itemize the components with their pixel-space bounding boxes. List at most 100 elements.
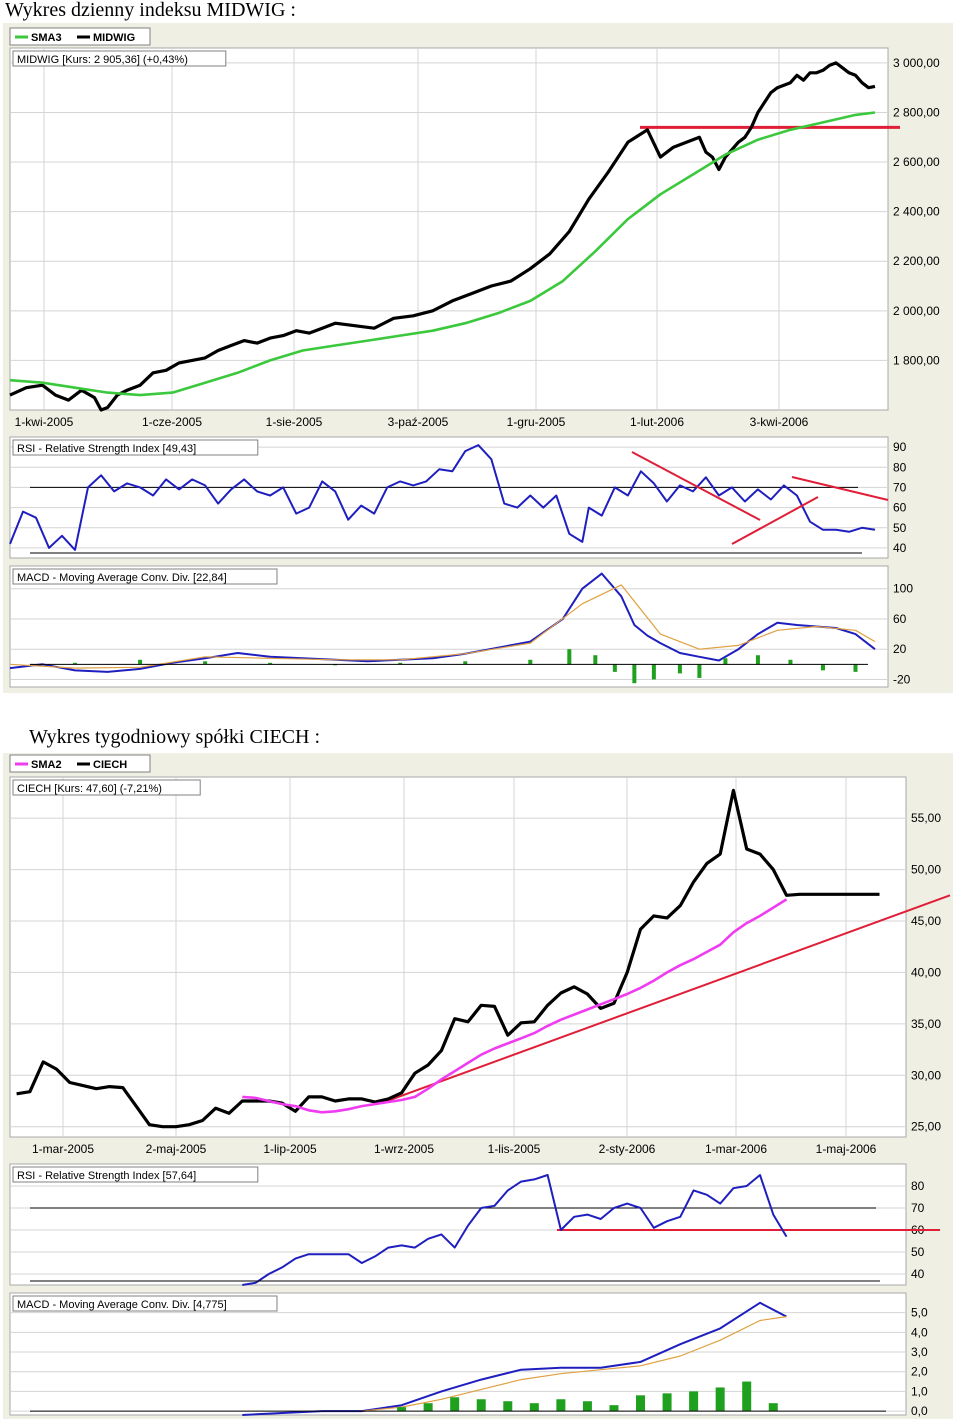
midwig-macd-histogram-bar	[203, 661, 208, 665]
ciech-price-xtick-label: 1-wrz-2005	[374, 1142, 434, 1156]
ciech-macd-histogram-bar	[423, 1403, 433, 1412]
ciech-price-xtick-label: 1-lip-2005	[263, 1142, 317, 1156]
ciech-price-ytick-label: 55,00	[911, 811, 941, 825]
ciech-macd-histogram-bar	[609, 1405, 619, 1412]
midwig-rsi-resistance-line	[791, 476, 889, 501]
ciech-rsi-rsi-line	[242, 1174, 788, 1286]
midwig-price-info-label: MIDWIG [Kurs: 2 905,36] (+0,43%)	[17, 54, 188, 66]
midwig-price-ytick-label: 2 200,00	[893, 254, 940, 268]
ciech-rsi-info-box	[12, 1166, 259, 1183]
ciech-price-sma2-line	[242, 898, 788, 1114]
ciech-price-ytick-label: 40,00	[911, 965, 941, 979]
ciech-price-xtick-label: 1-mar-2005	[32, 1142, 94, 1156]
ciech-macd-ytick-label: 2,0	[911, 1365, 928, 1379]
ciech-macd-histogram-bar	[768, 1403, 778, 1412]
ciech-macd-ytick-label: 1,0	[911, 1384, 928, 1398]
weekly-chart-heading: Wykres tygodniowy spółki CIECH :	[29, 726, 321, 748]
ciech-rsi-info-label: RSI - Relative Strength Index [57,64]	[17, 1170, 196, 1182]
midwig-price-sma3-line	[9, 111, 876, 397]
midwig-macd-histogram-bar	[73, 662, 78, 665]
midwig-macd-histogram-bar	[677, 664, 682, 674]
midwig-macd-signal-line	[9, 584, 876, 669]
midwig-price-xtick-label: 1-cze-2005	[142, 415, 202, 429]
ciech-macd-histogram-bar	[476, 1399, 486, 1412]
midwig-macd-histogram-bar	[632, 664, 637, 684]
midwig-macd-histogram-bar	[755, 655, 760, 665]
midwig-macd-ytick-label: -20	[893, 672, 911, 686]
midwig-price-xtick-label: 1-sie-2005	[266, 415, 323, 429]
midwig-price-ytick-label: 1 800,00	[893, 353, 940, 367]
midwig-macd-histogram-bar	[788, 659, 793, 665]
midwig-macd-ytick-label: 100	[893, 582, 913, 596]
midwig-price-xtick-label: 1-kwi-2005	[15, 415, 74, 429]
midwig-rsi-ytick-label: 90	[893, 440, 907, 454]
ciech-macd-ytick-label: 0,0	[911, 1404, 928, 1418]
ciech-price-xtick-label: 2-maj-2005	[146, 1142, 207, 1156]
ciech-macd-histogram-bar	[556, 1399, 566, 1412]
midwig-macd-info-box	[12, 568, 278, 585]
ciech-price-info-box	[12, 779, 201, 796]
midwig-macd-histogram-bar	[593, 655, 598, 665]
ciech-legend: SMA2 CIECH	[9, 754, 151, 773]
midwig-macd-histogram-bar	[463, 661, 468, 665]
ciech-rsi-ytick-label: 80	[911, 1179, 925, 1193]
ciech-price-xtick-label: 1-maj-2006	[816, 1142, 877, 1156]
ciech-macd-info-label: MACD - Moving Average Conv. Div. [4,775]	[17, 1299, 227, 1311]
midwig-macd-histogram-bar	[268, 662, 273, 665]
ciech-macd-histogram-bar	[742, 1381, 752, 1412]
ciech-macd-histogram-bar	[450, 1397, 460, 1412]
midwig-macd-histogram-bar	[697, 664, 702, 678]
midwig-macd-histogram-bar	[723, 658, 728, 665]
ciech-legend-label: SMA2	[31, 759, 62, 771]
ciech-legend-label: CIECH	[93, 759, 127, 771]
midwig-price-xtick-label: 1-gru-2005	[507, 415, 566, 429]
ciech-macd-histogram-bar	[529, 1403, 539, 1412]
midwig-rsi-uptrend-line	[731, 496, 819, 545]
ciech-price-ytick-label: 45,00	[911, 914, 941, 928]
ciech-macd-histogram-bar	[397, 1407, 407, 1412]
midwig-price-xtick-label: 3-kwi-2006	[750, 415, 809, 429]
midwig-macd-histogram-bar	[651, 664, 656, 680]
ciech-price-ytick-label: 35,00	[911, 1017, 941, 1031]
ciech-price-ytick-label: 30,00	[911, 1068, 941, 1082]
ciech-price-info-label: CIECH [Kurs: 47,60] (-7,21%)	[17, 783, 162, 795]
midwig-price-info-box	[12, 50, 227, 67]
ciech-macd-histogram-bar	[582, 1401, 592, 1412]
ciech-price-trend-line	[383, 894, 951, 1103]
ciech-macd-ytick-label: 4,0	[911, 1325, 928, 1339]
ciech-rsi-ytick-label: 70	[911, 1201, 925, 1215]
midwig-price-ytick-label: 2 400,00	[893, 205, 940, 219]
midwig-price-midwig-line	[9, 61, 876, 412]
midwig-macd-histogram-bar	[528, 659, 533, 665]
midwig-legend-label: SMA3	[31, 32, 62, 44]
ciech-macd-signal-line	[361, 1316, 787, 1412]
ciech-price-xtick-label: 1-lis-2005	[488, 1142, 541, 1156]
midwig-price-panel	[9, 47, 889, 411]
ciech-macd-histogram-bar	[662, 1393, 672, 1412]
ciech-macd-ytick-label: 5,0	[911, 1306, 928, 1320]
midwig-rsi-rsi-line	[9, 444, 876, 551]
midwig-legend-label: MIDWIG	[93, 32, 135, 44]
midwig-rsi-ytick-label: 70	[893, 480, 907, 494]
daily-chart-heading: Wykres dzienny indeksu MIDWIG :	[5, 0, 296, 21]
ciech-rsi-ytick-label: 40	[911, 1267, 925, 1281]
ciech-macd-histogram-bar	[715, 1387, 725, 1412]
midwig-macd-info-label: MACD - Moving Average Conv. Div. [22,84]	[17, 572, 227, 584]
ciech-macd-histogram-bar	[636, 1395, 646, 1412]
midwig-rsi-ytick-label: 80	[893, 460, 907, 474]
midwig-price-ytick-label: 2 600,00	[893, 155, 940, 169]
midwig-macd-ytick-label: 20	[893, 642, 907, 656]
ciech-price-ciech-line	[16, 788, 880, 1129]
ciech-rsi-panel	[9, 1163, 907, 1286]
midwig-legend: SMA3 MIDWIG	[9, 27, 151, 46]
midwig-macd-histogram-bar	[398, 662, 403, 665]
midwig-macd-histogram-bar	[138, 659, 143, 665]
midwig-macd-histogram-bar	[820, 664, 825, 671]
ciech-macd-histogram-bar	[503, 1401, 513, 1412]
midwig-macd-ytick-label: 60	[893, 612, 907, 626]
midwig-rsi-ytick-label: 40	[893, 541, 907, 555]
ciech-macd-info-box	[12, 1295, 278, 1312]
midwig-macd-histogram-bar	[567, 649, 572, 665]
ciech-price-panel	[9, 776, 907, 1138]
